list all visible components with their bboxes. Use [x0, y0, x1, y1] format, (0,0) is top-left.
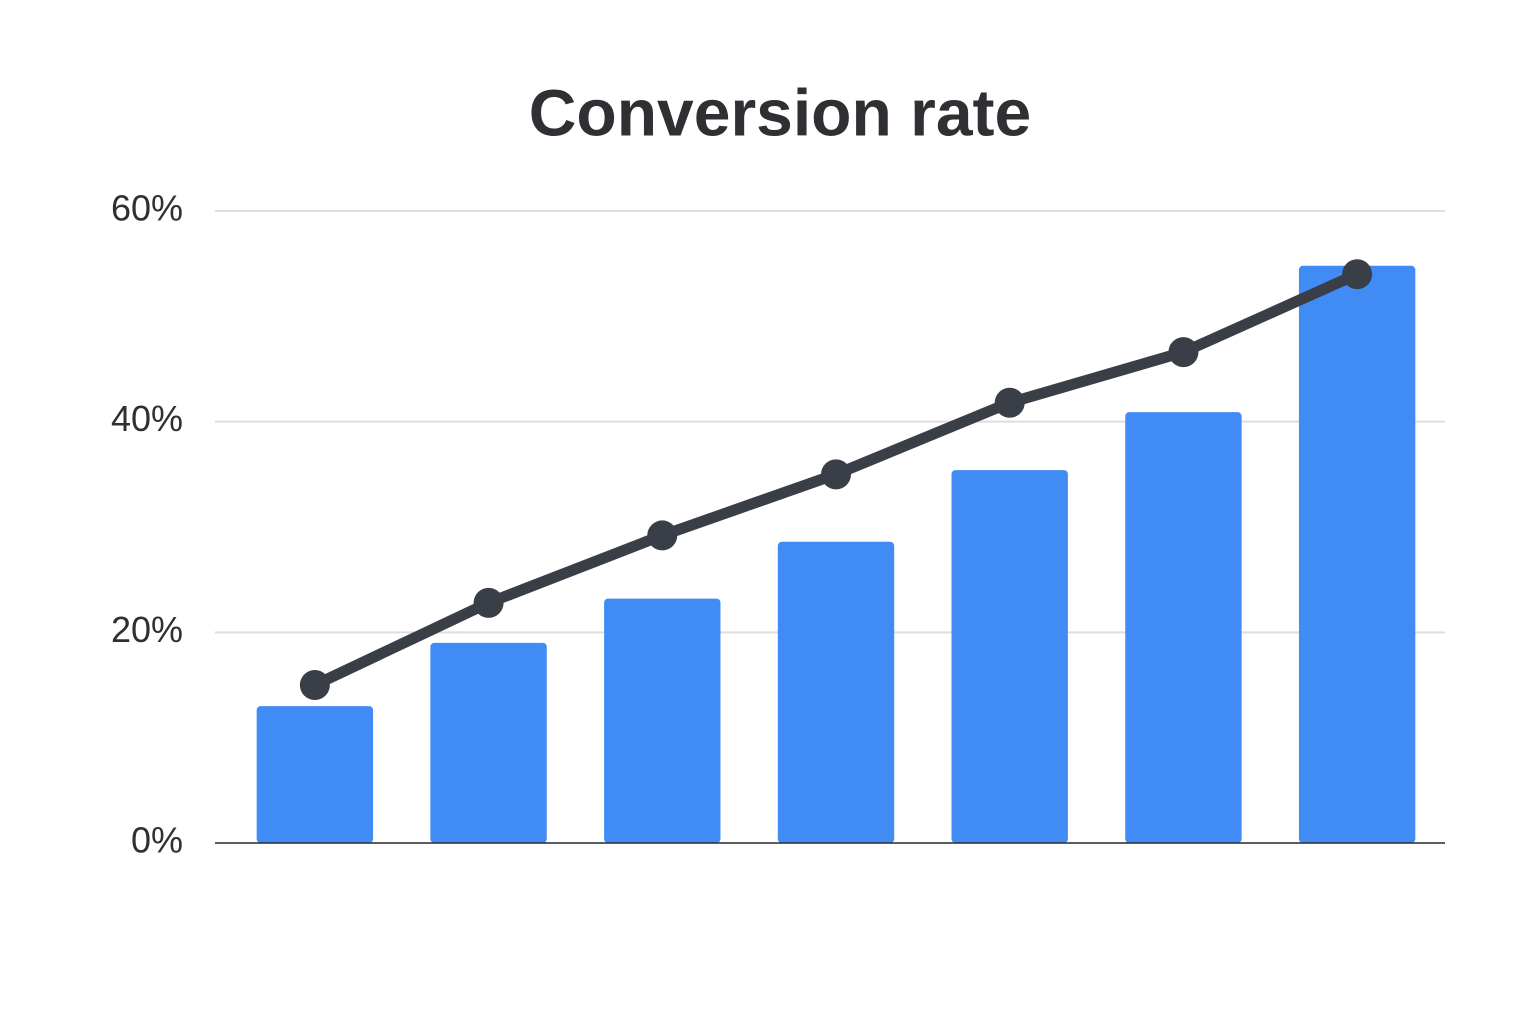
bar: [777, 541, 895, 843]
y-tick-label: 0%: [131, 820, 183, 861]
line-point: [1342, 259, 1373, 290]
line-point: [821, 459, 851, 490]
y-tick-label: 20%: [111, 609, 183, 650]
y-tick-label: 60%: [111, 188, 183, 229]
bar: [1298, 265, 1416, 844]
bar: [951, 470, 1068, 843]
bar: [604, 598, 721, 843]
line-point: [647, 520, 678, 551]
bar: [430, 642, 547, 843]
chart-title: Conversion rate: [529, 75, 1031, 149]
bar: [256, 706, 374, 843]
line-point: [994, 387, 1025, 418]
line-point: [1168, 337, 1199, 368]
line-point: [299, 670, 330, 700]
bar: [1125, 412, 1242, 843]
line-point: [473, 587, 504, 618]
y-tick-label: 40%: [111, 398, 183, 439]
